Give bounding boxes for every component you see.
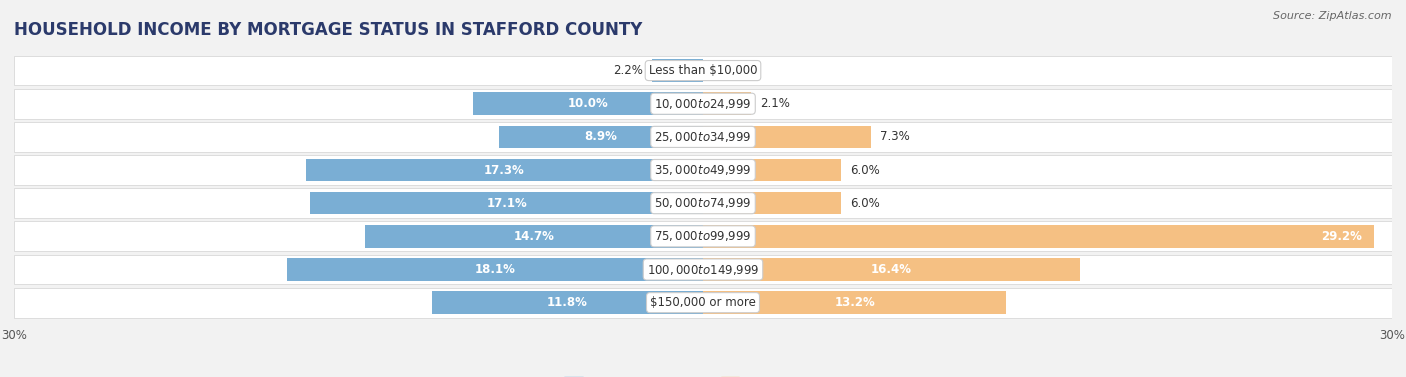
Legend: Without Mortgage, With Mortgage: Without Mortgage, With Mortgage (560, 372, 846, 377)
Text: $50,000 to $74,999: $50,000 to $74,999 (654, 196, 752, 210)
Text: 29.2%: 29.2% (1322, 230, 1362, 243)
Bar (14, 221, 1392, 251)
Bar (499, 126, 703, 148)
Text: 8.9%: 8.9% (585, 130, 617, 143)
Text: 18.1%: 18.1% (475, 263, 516, 276)
Text: $150,000 or more: $150,000 or more (650, 296, 756, 309)
Text: $35,000 to $49,999: $35,000 to $49,999 (654, 163, 752, 177)
Bar (14, 122, 1392, 152)
Bar (703, 92, 751, 115)
Text: 17.3%: 17.3% (484, 164, 524, 176)
Bar (311, 192, 703, 215)
Text: 17.1%: 17.1% (486, 197, 527, 210)
Text: 11.8%: 11.8% (547, 296, 588, 309)
Text: Source: ZipAtlas.com: Source: ZipAtlas.com (1274, 11, 1392, 21)
Bar (474, 92, 703, 115)
Bar (703, 159, 841, 181)
Bar (432, 291, 703, 314)
Bar (703, 192, 841, 215)
Bar (366, 225, 703, 248)
Bar (703, 291, 1007, 314)
Text: Less than $10,000: Less than $10,000 (648, 64, 758, 77)
Bar (14, 188, 1392, 218)
Text: 6.0%: 6.0% (851, 164, 880, 176)
Text: 16.4%: 16.4% (870, 263, 912, 276)
Text: 13.2%: 13.2% (834, 296, 875, 309)
Text: 6.0%: 6.0% (851, 197, 880, 210)
Text: 14.7%: 14.7% (513, 230, 554, 243)
Bar (652, 59, 703, 82)
Bar (703, 225, 1374, 248)
Text: $100,000 to $149,999: $100,000 to $149,999 (647, 262, 759, 276)
Text: $10,000 to $24,999: $10,000 to $24,999 (654, 97, 752, 111)
Text: $25,000 to $34,999: $25,000 to $34,999 (654, 130, 752, 144)
Text: HOUSEHOLD INCOME BY MORTGAGE STATUS IN STAFFORD COUNTY: HOUSEHOLD INCOME BY MORTGAGE STATUS IN S… (14, 21, 643, 39)
Bar (14, 89, 1392, 119)
Text: 2.1%: 2.1% (761, 97, 790, 110)
Bar (14, 56, 1392, 86)
Text: 0.0%: 0.0% (713, 64, 742, 77)
Bar (14, 254, 1392, 284)
Bar (287, 258, 703, 281)
Text: 2.2%: 2.2% (613, 64, 644, 77)
Text: $75,000 to $99,999: $75,000 to $99,999 (654, 229, 752, 243)
Bar (14, 288, 1392, 317)
Text: 7.3%: 7.3% (880, 130, 910, 143)
Text: 10.0%: 10.0% (568, 97, 609, 110)
Bar (703, 258, 1080, 281)
Bar (703, 126, 870, 148)
Bar (14, 155, 1392, 185)
Bar (305, 159, 703, 181)
